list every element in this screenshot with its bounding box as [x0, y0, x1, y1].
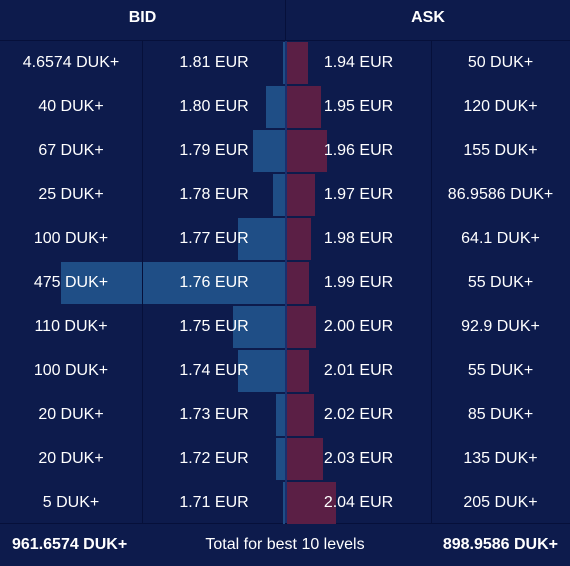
ask-depth-bar: [287, 218, 311, 260]
bid-depth-bar: [61, 262, 285, 304]
bid-depth-bar: [276, 394, 285, 436]
order-book-row[interactable]: 100 DUK+ 1.74 EUR 2.01 EUR 55 DUK+: [0, 349, 570, 393]
bid-quantity: 25 DUK+: [38, 186, 104, 203]
bid-quantity: 100 DUK+: [33, 230, 109, 247]
ask-depth-bar: [287, 262, 309, 304]
order-book-row[interactable]: 100 DUK+ 1.77 EUR 1.98 EUR 64.1 DUK+: [0, 217, 570, 261]
bid-column-divider: [142, 41, 143, 523]
bid-quantity: 110 DUK+: [34, 318, 108, 335]
ask-price: 2.02 EUR: [323, 406, 394, 423]
bid-price: 1.80 EUR: [179, 98, 249, 115]
ask-depth-bar: [287, 174, 315, 216]
ask-price: 1.96 EUR: [323, 142, 394, 159]
ask-price: 2.03 EUR: [323, 450, 394, 467]
order-book-row[interactable]: 110 DUK+ 1.75 EUR 2.00 EUR 92.9 DUK+: [0, 305, 570, 349]
bid-depth-bar: [266, 86, 285, 128]
ask-price: 1.94 EUR: [323, 54, 394, 71]
ask-depth-bar: [287, 350, 309, 392]
order-book-row[interactable]: 20 DUK+ 1.73 EUR 2.02 EUR 85 DUK+: [0, 393, 570, 437]
bid-depth-bar: [253, 130, 285, 172]
bid-depth-bar: [283, 42, 285, 84]
bid-quantity: 20 DUK+: [38, 450, 104, 467]
ask-quantity: 155 DUK+: [463, 142, 538, 159]
order-book-row[interactable]: 20 DUK+ 1.72 EUR 2.03 EUR 135 DUK+: [0, 437, 570, 481]
bid-quantity: 100 DUK+: [33, 362, 109, 379]
order-book-row[interactable]: 67 DUK+ 1.79 EUR 1.96 EUR 155 DUK+: [0, 129, 570, 173]
bid-price: 1.71 EUR: [179, 494, 249, 511]
ask-price: 2.00 EUR: [323, 318, 394, 335]
ask-price: 1.95 EUR: [323, 98, 394, 115]
ask-quantity: 120 DUK+: [463, 98, 538, 115]
ask-price: 2.01 EUR: [323, 362, 394, 379]
ask-quantity: 92.9 DUK+: [461, 318, 540, 335]
bid-depth-bar: [273, 174, 285, 216]
order-book-row[interactable]: 4.6574 DUK+ 1.81 EUR 1.94 EUR 50 DUK+: [0, 41, 570, 85]
bid-quantity: 40 DUK+: [38, 98, 104, 115]
bid-quantity: 4.6574 DUK+: [22, 54, 120, 71]
bid-quantity: 20 DUK+: [38, 406, 104, 423]
bid-column-header: BID: [128, 9, 157, 26]
ask-depth-bar: [287, 42, 308, 84]
ask-column-divider: [431, 41, 432, 523]
spread-divider: [285, 41, 287, 523]
bid-price: 1.75 EUR: [179, 318, 249, 335]
bid-price: 1.77 EUR: [179, 230, 249, 247]
total-label: Total for best 10 levels: [205, 536, 365, 553]
bid-quantity: 5 DUK+: [42, 494, 100, 511]
ask-depth-bar: [287, 482, 336, 524]
ask-quantity: 55 DUK+: [467, 362, 534, 379]
bid-price: 1.74 EUR: [179, 362, 249, 379]
ask-depth-bar: [287, 306, 316, 348]
bid-depth-bar: [238, 350, 285, 392]
bid-depth-bar: [233, 306, 285, 348]
ask-price: 1.97 EUR: [323, 186, 394, 203]
bid-total: 961.6574 DUK+: [12, 536, 128, 553]
ask-total: 898.9586 DUK+: [442, 536, 558, 553]
ask-depth-bar: [287, 130, 327, 172]
ask-quantity: 85 DUK+: [467, 406, 534, 423]
bid-price: 1.73 EUR: [179, 406, 249, 423]
order-book-row[interactable]: 25 DUK+ 1.78 EUR 1.97 EUR 86.9586 DUK+: [0, 173, 570, 217]
order-book-header: BID ASK: [0, 0, 570, 41]
bid-quantity: 67 DUK+: [38, 142, 104, 159]
ask-quantity: 86.9586 DUK+: [447, 186, 554, 203]
bid-price: 1.79 EUR: [179, 142, 249, 159]
bid-price: 1.72 EUR: [179, 450, 249, 467]
ask-column-header: ASK: [411, 9, 445, 26]
order-book-footer: 961.6574 DUK+ Total for best 10 levels 8…: [0, 523, 570, 561]
order-book-rows: 4.6574 DUK+ 1.81 EUR 1.94 EUR 50 DUK+ 40 DUK…: [0, 41, 570, 525]
ask-quantity: 64.1 DUK+: [461, 230, 540, 247]
bid-depth-bar: [283, 482, 285, 524]
ask-price: 1.98 EUR: [323, 230, 394, 247]
ask-depth-bar: [287, 86, 321, 128]
ask-quantity: 50 DUK+: [467, 54, 534, 71]
ask-quantity: 205 DUK+: [463, 494, 538, 511]
bid-quantity: 475 DUK+: [33, 274, 109, 291]
ask-price: 1.99 EUR: [323, 274, 394, 291]
bid-price: 1.81 EUR: [179, 54, 249, 71]
order-book-row[interactable]: 5 DUK+ 1.71 EUR 2.04 EUR 205 DUK+: [0, 481, 570, 525]
bid-depth-bar: [276, 438, 285, 480]
header-divider: [285, 0, 286, 40]
bid-depth-bar: [238, 218, 285, 260]
order-book-row[interactable]: 40 DUK+ 1.80 EUR 1.95 EUR 120 DUK+: [0, 85, 570, 129]
order-book-row[interactable]: 475 DUK+ 1.76 EUR 1.99 EUR 55 DUK+: [0, 261, 570, 305]
ask-quantity: 135 DUK+: [463, 450, 538, 467]
bid-price: 1.76 EUR: [179, 274, 249, 291]
ask-depth-bar: [287, 438, 323, 480]
bid-price: 1.78 EUR: [179, 186, 249, 203]
ask-depth-bar: [287, 394, 314, 436]
ask-quantity: 55 DUK+: [467, 274, 534, 291]
ask-price: 2.04 EUR: [323, 494, 394, 511]
